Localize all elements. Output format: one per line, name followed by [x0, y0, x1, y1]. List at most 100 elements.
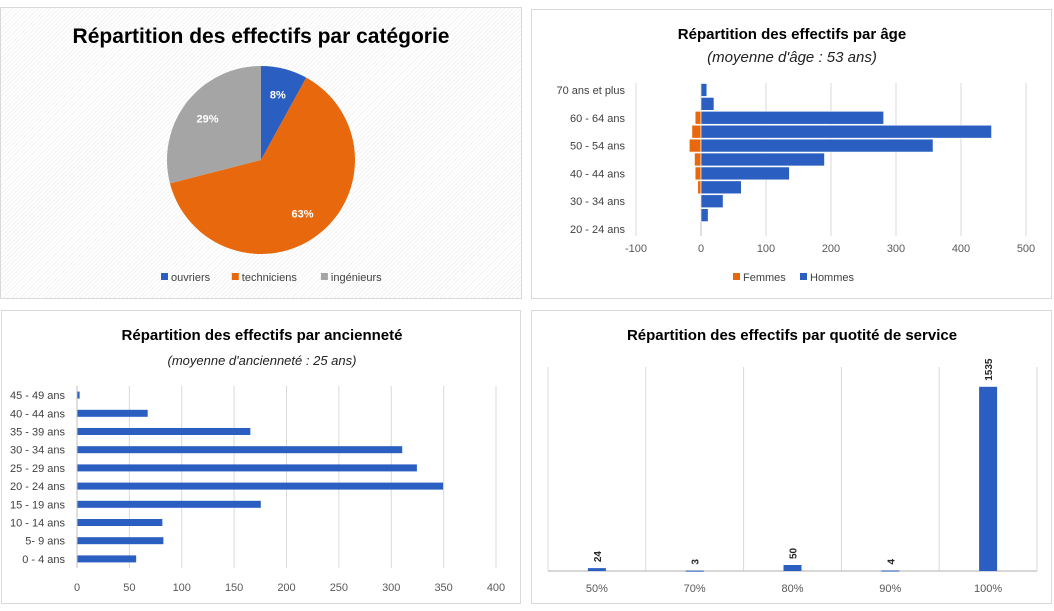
bar-femmes-50-54ans — [689, 138, 702, 153]
x-tick-label: 80% — [781, 583, 803, 595]
bar-40-44ans — [77, 409, 148, 417]
bar-35-39ans — [77, 428, 251, 435]
x-tick-label: 100 — [173, 582, 191, 594]
bar-data-label: 3 — [691, 559, 702, 565]
age-chart: Répartition des effectifs par âge (moyen… — [557, 26, 1036, 284]
x-tick-label: 50% — [586, 583, 608, 595]
bar-45-49ans — [77, 391, 80, 399]
service-chart-panel: Répartition des effectifs par quotité de… — [531, 310, 1052, 604]
legend-label-hommes: Hommes — [810, 272, 855, 284]
bar-femmes-45-49ans — [694, 152, 702, 167]
bar-50% — [587, 568, 606, 571]
legend-label-techniciens: techniciens — [242, 272, 298, 284]
bar-femmes-40-44ans — [694, 166, 702, 181]
seniority-chart-panel: Répartition des effectifs par ancienneté… — [1, 310, 521, 604]
bar-hommes-40-44ans — [700, 166, 790, 181]
age-chart-panel: Répartition des effectifs par âge (moyen… — [531, 9, 1052, 299]
bar-data-label: 50 — [789, 547, 800, 559]
legend-swatch-hommes — [800, 273, 807, 280]
y-tick-label: 40 - 44 ans — [570, 168, 626, 180]
bar-20-24ans — [77, 482, 444, 490]
bar-hommes-30-34ans — [700, 194, 724, 208]
bar-0-4ans — [77, 555, 137, 563]
x-tick-label: 350 — [434, 582, 452, 594]
x-tick-label: 250 — [330, 582, 348, 594]
bar-hommes-25-29ans — [700, 208, 709, 222]
pie-data-label: 29% — [197, 114, 219, 126]
service-title: Répartition des effectifs par quotité de… — [627, 327, 957, 344]
bar-hommes-35-39ans — [700, 180, 742, 195]
y-tick-label: 5- 9 ans — [25, 536, 65, 548]
bar-hommes-65-69ans — [700, 97, 715, 111]
service-chart: Répartition des effectifs par quotité de… — [547, 327, 1038, 595]
y-tick-label: 30 - 34 ans — [10, 445, 66, 457]
bar-data-label: 24 — [593, 551, 604, 563]
y-tick-label: 35 - 39 ans — [10, 427, 66, 439]
bar-90% — [881, 570, 900, 572]
legend-swatch — [161, 273, 168, 280]
pie-slice-techniciens — [169, 77, 355, 255]
bar-100% — [979, 386, 998, 571]
bar-70% — [685, 570, 704, 572]
x-tick-label: 50 — [123, 582, 135, 594]
pie-chart: Répartition des effectifs par catégorie … — [73, 25, 450, 284]
bar-15-19ans — [77, 500, 261, 508]
bar-hommes-45-49ans — [700, 152, 825, 167]
y-tick-label: 10 - 14 ans — [10, 518, 66, 530]
x-tick-label: 200 — [277, 582, 295, 594]
y-tick-label: 15 - 19 ans — [10, 499, 66, 511]
bar-30-34ans — [77, 446, 403, 454]
x-tick-label: 400 — [952, 243, 970, 255]
pie-slice-ingénieurs — [166, 66, 261, 184]
bar-hommes-50-54ans — [700, 138, 934, 153]
x-tick-label: 200 — [822, 243, 840, 255]
x-tick-label: 0 — [74, 582, 80, 594]
x-tick-label: 150 — [225, 582, 243, 594]
bar-femmes-35-39ans — [697, 180, 702, 195]
bar-10-14ans — [77, 519, 163, 526]
y-tick-label: 45 - 49 ans — [10, 390, 66, 402]
x-tick-label: -100 — [625, 243, 647, 255]
pie-slice-ouvriers — [261, 66, 307, 160]
y-tick-label: 25 - 29 ans — [10, 463, 66, 475]
bar-femmes-55-59ans — [691, 124, 702, 139]
pie-title: Répartition des effectifs par catégorie — [73, 25, 450, 48]
bar-hommes-70ansetplus — [700, 83, 708, 97]
y-tick-label: 70 ans et plus — [557, 85, 626, 97]
y-tick-label: 30 - 34 ans — [570, 196, 626, 208]
y-tick-label: 0 - 4 ans — [22, 554, 65, 566]
bar-data-label: 4 — [886, 559, 897, 565]
bar-hommes-55-59ans — [700, 124, 992, 139]
bar-5-9ans — [77, 537, 164, 545]
x-tick-label: 300 — [887, 243, 905, 255]
legend-label-ouvriers: ouvriers — [171, 272, 211, 284]
x-tick-label: 70% — [684, 583, 706, 595]
bar-hommes-60-64ans — [700, 111, 884, 125]
x-tick-label: 90% — [879, 583, 901, 595]
legend-label-femmes: Femmes — [743, 272, 786, 284]
x-tick-label: 100% — [974, 583, 1002, 595]
legend-label-ingénieurs: ingénieurs — [331, 272, 382, 284]
seniority-subtitle: (moyenne d'ancienneté : 25 ans) — [168, 353, 357, 368]
bar-data-label: 1535 — [984, 358, 995, 381]
age-title: Répartition des effectifs par âge — [678, 26, 906, 43]
legend-swatch — [231, 273, 239, 280]
age-subtitle: (moyenne d'âge : 53 ans) — [707, 49, 877, 66]
y-tick-label: 20 - 24 ans — [570, 224, 626, 236]
bar-25-29ans — [77, 464, 417, 472]
pie-data-label: 63% — [291, 208, 313, 220]
pie-chart-panel: Répartition des effectifs par catégorie … — [0, 7, 522, 299]
legend-swatch-femmes — [733, 273, 740, 280]
x-tick-label: 0 — [698, 243, 704, 255]
seniority-chart: Répartition des effectifs par ancienneté… — [10, 327, 505, 594]
x-tick-label: 500 — [1017, 243, 1035, 255]
x-tick-label: 400 — [487, 582, 505, 594]
y-tick-label: 20 - 24 ans — [10, 481, 66, 493]
y-tick-label: 40 - 44 ans — [10, 408, 66, 420]
x-tick-label: 300 — [382, 582, 400, 594]
y-tick-label: 50 - 54 ans — [570, 141, 626, 153]
bar-femmes-60-64ans — [694, 111, 702, 125]
pie-data-label: 8% — [270, 89, 286, 101]
y-tick-label: 60 - 64 ans — [570, 113, 626, 125]
legend-swatch — [320, 273, 328, 280]
